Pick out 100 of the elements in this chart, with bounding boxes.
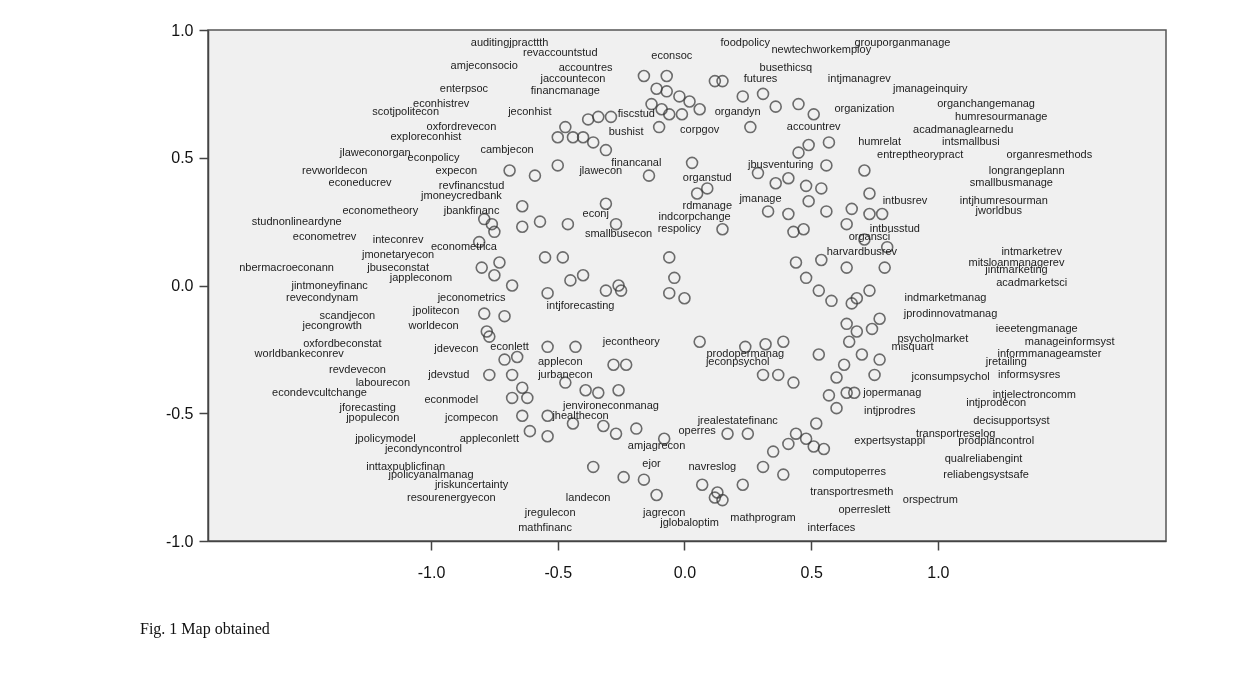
annotation: intjforecasting [546,298,615,311]
x-tick-label: -1.0 [417,563,446,581]
annotation: acadmarketsci [996,275,1068,288]
annotation: econeducrev [328,176,393,189]
annotation: jbusventuring [747,158,814,171]
annotation: oxfordbeconstat [303,337,382,350]
annotation: jmanageinquiry [892,81,969,94]
annotation: busethicsq [759,61,813,74]
annotation: amjeconsocio [450,58,518,71]
annotation: harvardbusrev [826,245,898,258]
annotation: interfaces [807,521,856,534]
annotation: jregulecon [523,505,576,518]
annotation: scandjecon [319,309,376,322]
y-tick-label: 0.5 [171,149,194,167]
annotation: intmarketrev [1001,245,1063,258]
annotation: intjhumresourman [959,194,1048,207]
annotation: organchangemanag [937,97,1035,110]
annotation: jdevstud [427,367,470,380]
annotation: computoperres [812,465,887,478]
annotation: jprodinnovatmanag [902,306,998,319]
annotation: econdevcultchange [272,385,367,398]
annotation: mathprogram [730,511,796,524]
annotation: smallbusecon [584,227,653,240]
annotation: revfinancstud [438,178,505,191]
annotation: econometheory [342,204,419,217]
annotation: studnonlineardyne [251,214,342,227]
annotation: jpolicymodel [354,431,416,444]
annotation: corpgov [680,122,720,135]
annotation: worldecon [407,319,459,332]
annotation: labourecon [355,375,411,388]
annotation: intsmallbusi [942,135,1000,148]
annotation: econsoc [651,48,693,61]
annotation: nbermacroeconann [239,260,334,273]
annotation: bushist [608,125,644,138]
annotation: indmarketmanag [904,291,987,304]
annotation: resourenergyecon [406,490,496,503]
annotation: humresourmanage [955,109,1048,122]
annotation: longrangeplann [988,163,1065,176]
annotation: entreptheorypract [877,148,964,161]
annotation: jworldbus [974,204,1023,217]
annotation: organresmethods [1006,148,1093,161]
annotation: jeconometrics [436,291,507,304]
annotation: informsysres [997,367,1061,380]
annotation: jmanage [738,191,782,204]
annotation: jdevecon [433,342,479,355]
annotation: amjagrecon [627,439,686,452]
annotation: econometrev [292,229,357,242]
annotation: jecondyncontrol [383,442,462,455]
annotation: jforecasting [338,401,396,414]
y-tick-label: 1.0 [171,21,194,39]
annotation: mathfinanc [518,521,573,534]
annotation: jconsumpsychol [910,370,990,383]
annotation: rdmanage [682,199,733,212]
annotation: exploreconhist [390,130,462,143]
annotation: jbankfinanc [442,204,500,217]
annotation: futures [743,71,778,84]
annotation: jpolitecon [411,304,460,317]
annotation: jeconhist [507,104,552,117]
annotation: respolicy [657,222,702,235]
annotation: informmanageamster [997,347,1102,360]
annotation: auditingjpracttth [470,35,549,48]
annotation: decisupportsyst [973,413,1050,426]
annotation: acadmanaglearnedu [913,122,1014,135]
annotation: psycholmarket [897,332,969,345]
annotation: revworldecon [302,163,368,176]
annotation: organdyn [714,104,761,117]
y-tick-label: 0.0 [171,277,194,294]
annotation: econometrica [430,240,498,253]
annotation: organstud [682,171,732,184]
x-tick-label: 0.5 [800,563,823,581]
annotation: operreslett [838,503,891,516]
annotation: jecontheory [601,334,661,347]
annotation: fiscstud [617,107,655,120]
annotation: inttaxpublicfinan [366,459,446,472]
annotation: orspectrum [902,493,958,506]
caption: Fig. 1 Map obtained [140,620,270,638]
annotation: ejor [642,457,662,470]
annotation: expecon [435,163,478,176]
annotation: jcompecon [443,411,499,424]
annotation: intjmanagrev [827,71,892,84]
annotation: reliabengsystsafe [943,467,1029,480]
annotation: smallbusmanage [969,176,1053,189]
annotation: transportresmeth [810,485,894,498]
annotation: jaccountecon [539,71,606,84]
annotation: revaccountstud [522,46,598,58]
annotation: jglobaloptim [659,516,719,529]
annotation: enterpsoc [439,81,489,94]
annotation: econmodel [424,393,479,406]
annotation: navreslog [688,459,737,472]
annotation: jurbanecon [537,367,593,380]
annotation: landecon [565,490,611,503]
annotation: qualreliabengint [944,452,1023,465]
annotation: jrealestatefinanc [696,413,779,426]
annotation: manageinformsyst [1024,334,1115,347]
annotation: accountres [558,61,614,74]
annotation: econj [582,206,609,219]
annotation: intbusrev [882,194,928,207]
annotation: applecon [537,355,583,368]
annotation: jagrecon [642,505,686,518]
annotation: ieeetengmanage [995,321,1078,334]
